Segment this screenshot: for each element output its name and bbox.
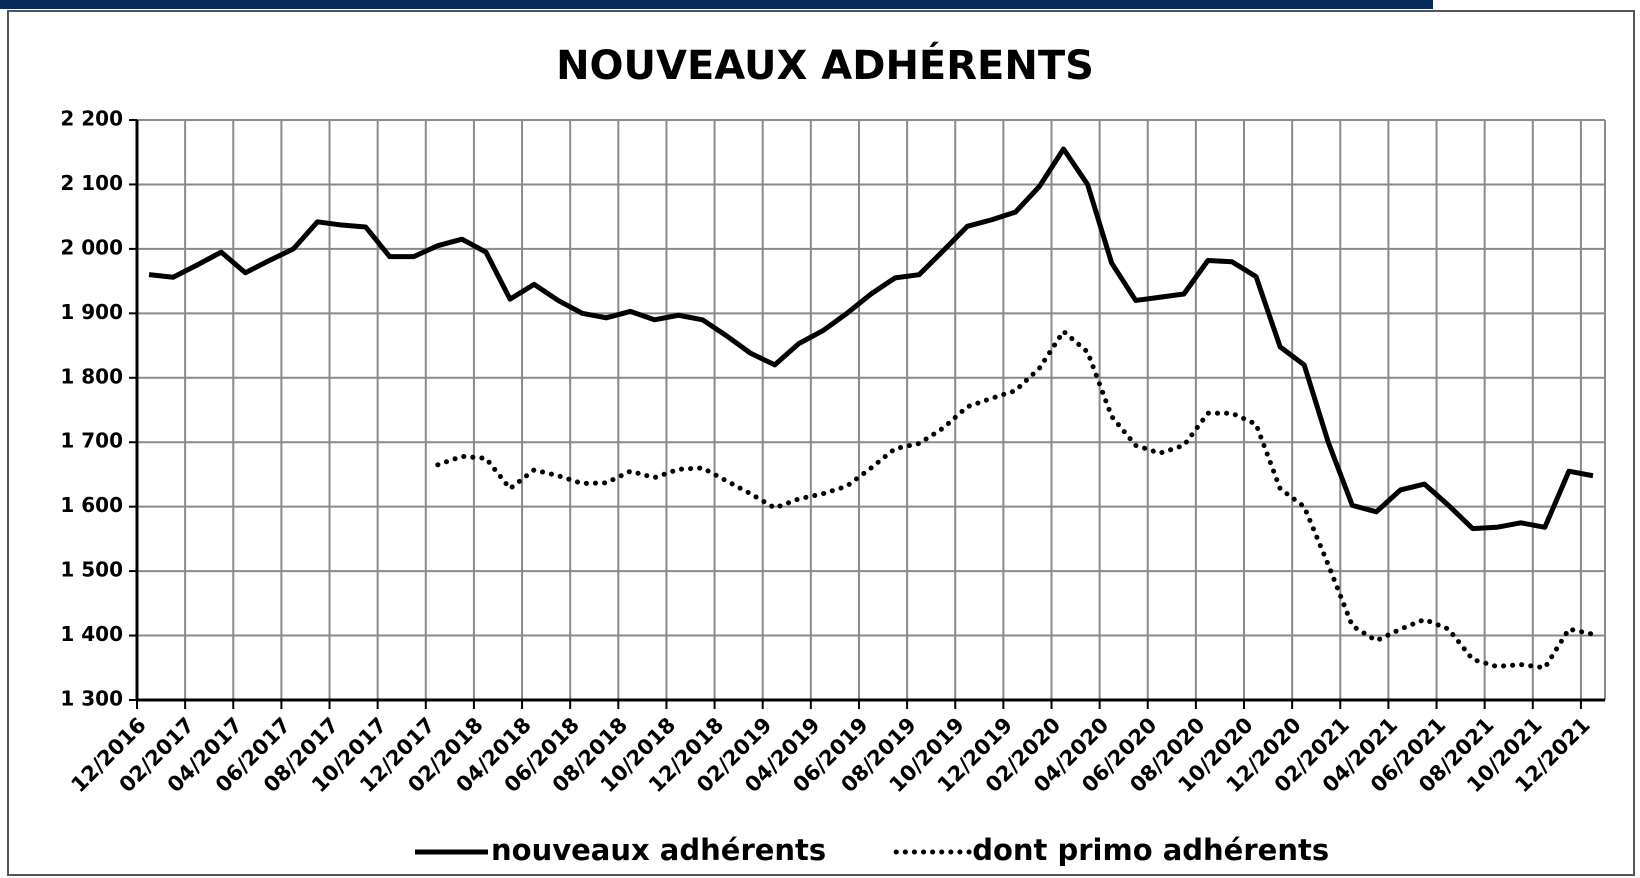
chart-frame bbox=[7, 10, 1635, 876]
y-tick-label: 1 400 bbox=[60, 622, 123, 646]
legend-label: nouveaux adhérents bbox=[491, 833, 826, 867]
y-tick-label: 1 500 bbox=[60, 558, 123, 582]
chart-title: NOUVEAUX ADHÉRENTS bbox=[556, 41, 1094, 89]
series-line bbox=[148, 146, 1594, 532]
series-line bbox=[435, 327, 1596, 671]
legend-label: dont primo adhérents bbox=[972, 833, 1329, 867]
y-tick-label: 2 000 bbox=[60, 235, 123, 259]
y-tick-label: 2 100 bbox=[60, 171, 123, 195]
y-tick-label: 1 700 bbox=[60, 429, 123, 453]
y-tick-label: 1 300 bbox=[60, 687, 123, 711]
top-bar bbox=[0, 0, 1433, 9]
y-tick-label: 1 900 bbox=[60, 300, 123, 324]
y-tick-label: 2 200 bbox=[60, 107, 123, 131]
y-tick-label: 1 600 bbox=[60, 493, 123, 517]
y-tick-label: 1 800 bbox=[60, 364, 123, 388]
